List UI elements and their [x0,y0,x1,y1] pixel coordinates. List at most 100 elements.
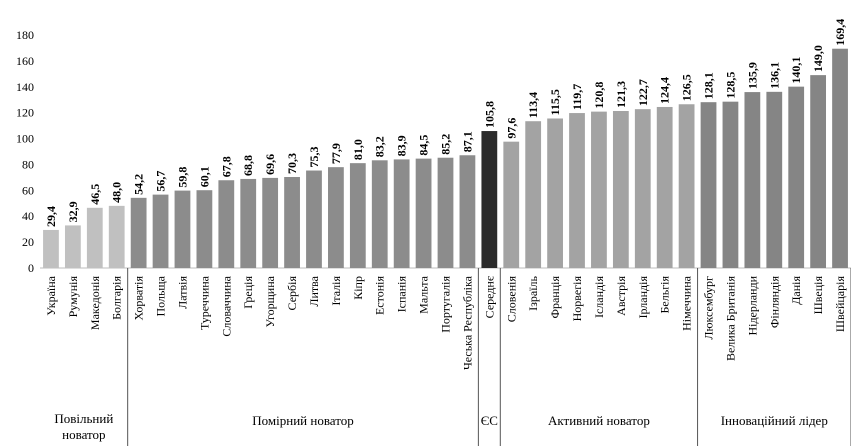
bar [744,92,761,269]
bar [437,157,454,268]
y-tick-label: 120 [16,106,34,120]
bar [525,121,542,269]
category-label: Середнє [482,276,496,318]
value-label: 124,4 [658,77,672,104]
category-label: Фінляндія [767,276,781,329]
y-tick-label: 0 [28,261,34,275]
value-label: 54,2 [132,174,146,195]
category-labels: Україна Румунія Македонія Болгарія Хорватія П… [44,275,847,370]
group-label: Повільний [54,411,113,426]
bar [284,177,300,268]
group-label: ЄС [481,413,498,428]
category-label: Іспанія [395,276,409,313]
bar [371,160,388,268]
y-tick-label: 160 [16,54,34,68]
bar [196,190,213,268]
category-label: Ісландія [592,276,606,318]
bar [591,111,607,269]
value-label: 68,8 [241,155,255,176]
bar [130,197,147,268]
category-label: Македонія [88,276,102,331]
category-label: Україна [44,275,58,315]
bar [832,48,848,268]
value-label: 135,9 [745,62,759,89]
y-tick-label: 140 [16,80,34,94]
group-label: Активний новатор [548,413,650,428]
value-label: 140,1 [789,57,803,84]
category-label: Ірландія [636,276,650,319]
category-label: Велика Британія [723,276,737,362]
category-label: Румунія [66,276,80,318]
value-label: 113,4 [526,92,540,118]
value-label: 126,5 [680,74,694,101]
bar [569,113,585,269]
bar [722,101,739,269]
value-label: 122,7 [636,79,650,106]
category-label: Угорщина [263,275,277,327]
bar [262,177,279,268]
value-label: 169,4 [833,19,847,46]
y-tick-label: 180 [16,28,34,42]
group-label: новатор [62,427,105,442]
bar [174,190,191,268]
value-label: 75,3 [307,147,321,168]
category-label: Бельгія [658,276,672,314]
bar [634,109,651,269]
category-label: Латвія [175,276,189,309]
category-label: Данія [789,276,803,305]
category-label: Італія [329,276,343,306]
category-label: Польща [154,275,168,316]
value-label: 59,8 [175,167,189,188]
bar [43,229,59,268]
category-label: Сербія [285,276,299,311]
value-label: 77,9 [329,143,343,164]
bar [64,225,81,268]
category-label: Австрія [614,276,628,316]
bar [306,170,322,268]
y-tick-label: 100 [16,132,34,146]
value-label: 83,9 [395,135,409,156]
value-label: 119,7 [570,84,584,110]
group-label: Помірний новатор [252,413,353,428]
value-label: 136,1 [767,62,781,89]
category-label: Туреччина [197,275,211,330]
category-label: Нідерланди [745,275,759,335]
y-tick-label: 40 [22,209,34,223]
value-label: 29,4 [44,206,58,227]
bar [547,118,563,268]
category-label: Мальта [417,275,431,313]
bar [788,86,805,268]
bar [218,180,235,268]
value-label: 60,1 [197,166,211,187]
bar [459,155,476,268]
bars [43,48,848,269]
category-label: Словаччина [219,275,233,336]
category-label: Ізраїль [526,275,540,310]
y-tick-label: 80 [22,157,34,171]
category-label: Португалія [439,276,453,333]
y-tick-label: 60 [22,183,34,197]
value-label: 87,1 [460,131,474,152]
bar [349,163,366,268]
value-label: 97,6 [504,118,518,139]
value-labels: 29,4 32,9 46,5 48,0 54,2 56,7 59,8 60,1 67,8 68,8… [44,19,847,227]
bar [393,159,410,268]
y-tick-label: 20 [22,235,34,249]
value-label: 69,6 [263,154,277,175]
category-label: Німеччина [680,275,694,331]
bar [678,104,695,268]
category-label: Словенія [504,276,518,323]
category-label: Франція [548,276,562,319]
category-label: Естонія [373,276,387,315]
value-label: 115,5 [548,89,562,115]
category-label: Швеція [811,276,825,315]
bar [612,110,629,268]
category-label: Греція [241,276,255,309]
category-label: Кіпр [351,276,365,300]
category-label: Литва [307,275,321,306]
value-label: 128,1 [702,72,716,99]
value-label: 105,8 [482,101,496,128]
value-label: 120,8 [592,82,606,109]
category-label: Хорватія [132,276,146,321]
